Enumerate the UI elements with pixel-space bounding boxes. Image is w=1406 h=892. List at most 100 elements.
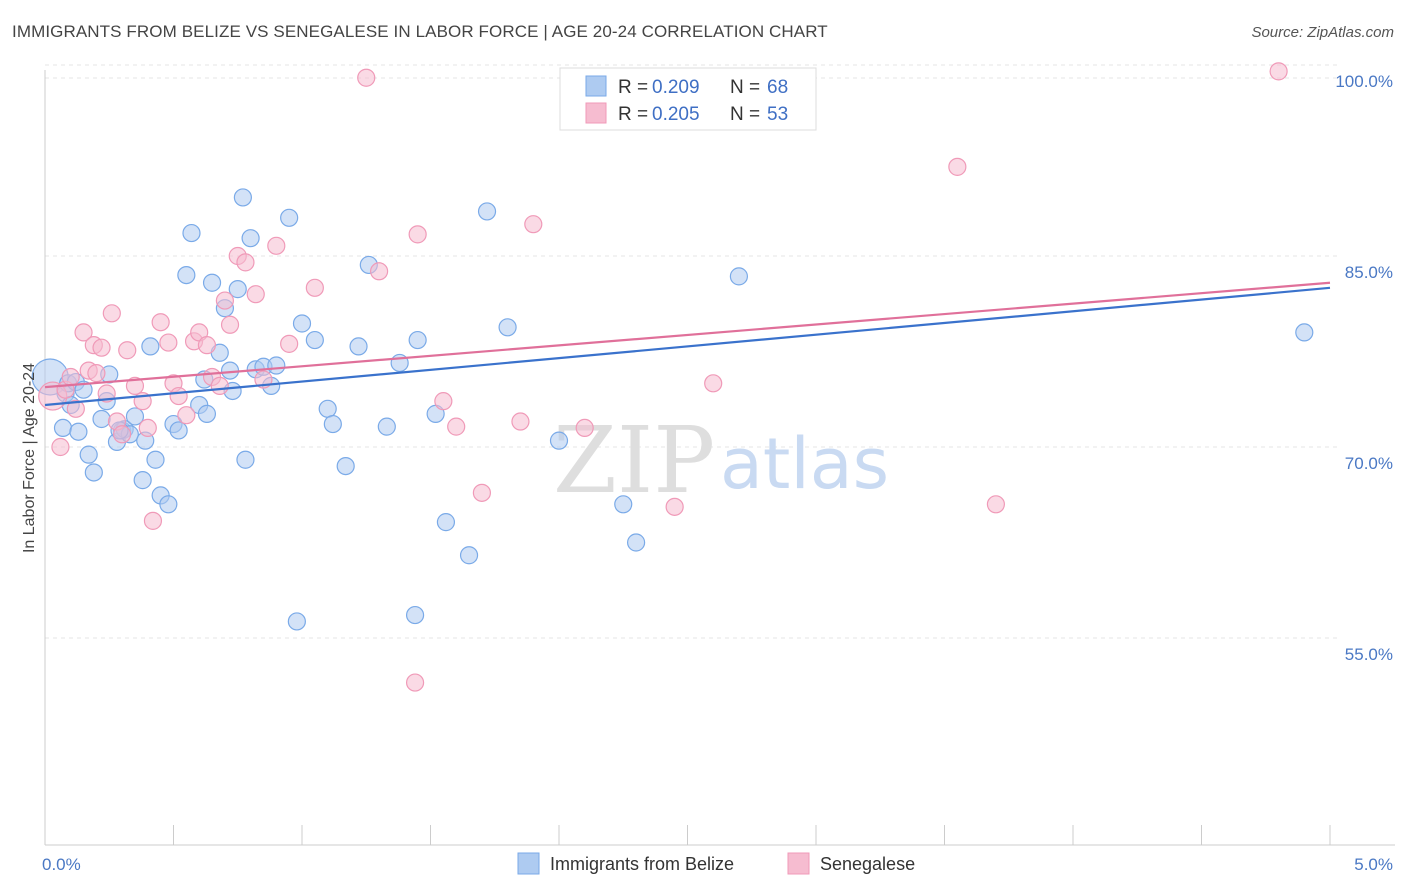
point-belize-39 <box>241 229 260 248</box>
point-belize-66 <box>287 612 306 631</box>
point-belize-50 <box>349 337 368 356</box>
legend-r-value-1: 0.205 <box>652 104 700 125</box>
legend-r-label-0: R = <box>618 77 648 98</box>
point-belize-17 <box>125 407 145 426</box>
point-senegalese-28 <box>210 376 229 395</box>
point-senegalese-4 <box>66 399 85 418</box>
axes <box>44 70 1395 846</box>
point-belize-61 <box>614 495 633 514</box>
point-belize-43 <box>267 356 286 375</box>
chart-title: IMMIGRANTS FROM BELIZE VS SENEGALESE IN … <box>12 22 828 41</box>
point-senegalese-18 <box>143 511 163 530</box>
point-belize-46 <box>305 330 324 350</box>
point-senegalese-29 <box>215 291 234 310</box>
point-senegalese-39 <box>370 262 389 281</box>
point-belize-60 <box>549 431 569 450</box>
y-tick-label-3: 100.0% <box>1335 72 1393 91</box>
point-senegalese-9 <box>92 338 111 357</box>
point-belize-38 <box>236 450 255 469</box>
point-belize-59 <box>498 318 517 337</box>
point-senegalese-15 <box>125 376 145 395</box>
point-belize-67 <box>1295 323 1314 342</box>
legend-swatch-senegalese <box>585 102 607 124</box>
point-belize-6 <box>69 422 88 441</box>
point-belize-1 <box>53 418 73 437</box>
point-belize-8 <box>79 445 98 464</box>
data-points <box>31 62 1314 692</box>
point-belize-54 <box>408 330 427 350</box>
point-belize-9 <box>84 463 103 482</box>
point-senegalese-37 <box>305 278 324 297</box>
point-senegalese-38 <box>357 68 376 87</box>
legend-n-value-0: 68 <box>767 77 788 98</box>
trend-line-senegalese <box>44 281 1331 389</box>
point-belize-62 <box>626 533 646 552</box>
point-belize-48 <box>323 414 342 434</box>
point-belize-36 <box>228 280 247 299</box>
y-tick-label-2: 85.0% <box>1345 263 1393 282</box>
source-label: Source: ZipAtlas.com <box>1251 24 1394 41</box>
point-belize-27 <box>182 223 201 243</box>
x-tick-label-1: 5.0% <box>1354 855 1393 874</box>
y-tick-label-1: 70.0% <box>1345 454 1393 473</box>
series-legend-label-belize: Immigrants from Belize <box>550 854 734 874</box>
point-senegalese-49 <box>948 157 967 176</box>
x-tick-labels: 0.0% 5.0% <box>42 855 1393 874</box>
point-senegalese-14 <box>118 341 137 360</box>
point-belize-20 <box>141 337 160 356</box>
y-tick-labels: 55.0% 70.0% 85.0% 100.0% <box>1335 72 1393 664</box>
point-belize-30 <box>197 404 217 423</box>
legend-r-value-0: 0.209 <box>652 77 700 98</box>
stats-legend: R = 0.209 N = 68 R = 0.205 N = 53 <box>559 67 817 131</box>
point-senegalese-35 <box>267 236 286 255</box>
point-senegalese-11 <box>102 304 121 323</box>
point-senegalese-13 <box>112 425 132 444</box>
point-senegalese-10 <box>97 384 116 403</box>
point-senegalese-26 <box>197 336 217 355</box>
point-belize-57 <box>459 546 479 565</box>
point-senegalese-42 <box>447 417 466 436</box>
trend-line-belize <box>44 286 1331 407</box>
legend-swatch-belize <box>585 75 607 97</box>
point-belize-49 <box>336 457 355 476</box>
point-belize-25 <box>169 421 188 440</box>
point-belize-52 <box>377 417 396 436</box>
legend-n-value-1: 53 <box>767 104 788 125</box>
point-belize-56 <box>436 513 456 532</box>
trend-lines <box>44 281 1331 407</box>
point-senegalese-22 <box>169 386 188 406</box>
point-belize-21 <box>146 450 165 469</box>
point-senegalese-44 <box>511 412 530 431</box>
point-senegalese-36 <box>280 334 299 353</box>
point-senegalese-41 <box>434 392 453 411</box>
point-senegalese-47 <box>665 497 684 516</box>
point-belize-45 <box>292 314 312 333</box>
point-belize-63 <box>729 267 749 286</box>
point-senegalese-50 <box>986 495 1006 514</box>
point-senegalese-5 <box>74 323 93 342</box>
y-tick-label-0: 55.0% <box>1345 645 1393 664</box>
point-senegalese-17 <box>138 418 157 437</box>
point-senegalese-43 <box>472 483 491 502</box>
point-senegalese-52 <box>405 673 425 692</box>
point-senegalese-19 <box>151 313 170 332</box>
point-belize-37 <box>233 188 252 207</box>
watermark-atlas: atlas <box>720 423 889 505</box>
legend-n-label-0: N = <box>730 77 760 98</box>
point-senegalese-8 <box>87 364 106 383</box>
point-senegalese-33 <box>246 285 265 304</box>
point-belize-44 <box>280 208 299 227</box>
series-legend-label-senegalese: Senegalese <box>820 854 915 874</box>
point-senegalese-30 <box>220 315 240 334</box>
point-belize-65 <box>405 605 425 625</box>
point-senegalese-45 <box>524 215 543 234</box>
series-legend: Immigrants from Belize Senegalese <box>517 852 915 875</box>
point-senegalese-1 <box>51 437 70 457</box>
point-senegalese-32 <box>236 253 255 272</box>
point-senegalese-51 <box>1269 62 1288 81</box>
legend-r-label-1: R = <box>618 104 648 125</box>
x-tick-label-0: 0.0% <box>42 855 81 874</box>
point-belize-10 <box>92 409 111 429</box>
point-senegalese-40 <box>408 225 427 244</box>
